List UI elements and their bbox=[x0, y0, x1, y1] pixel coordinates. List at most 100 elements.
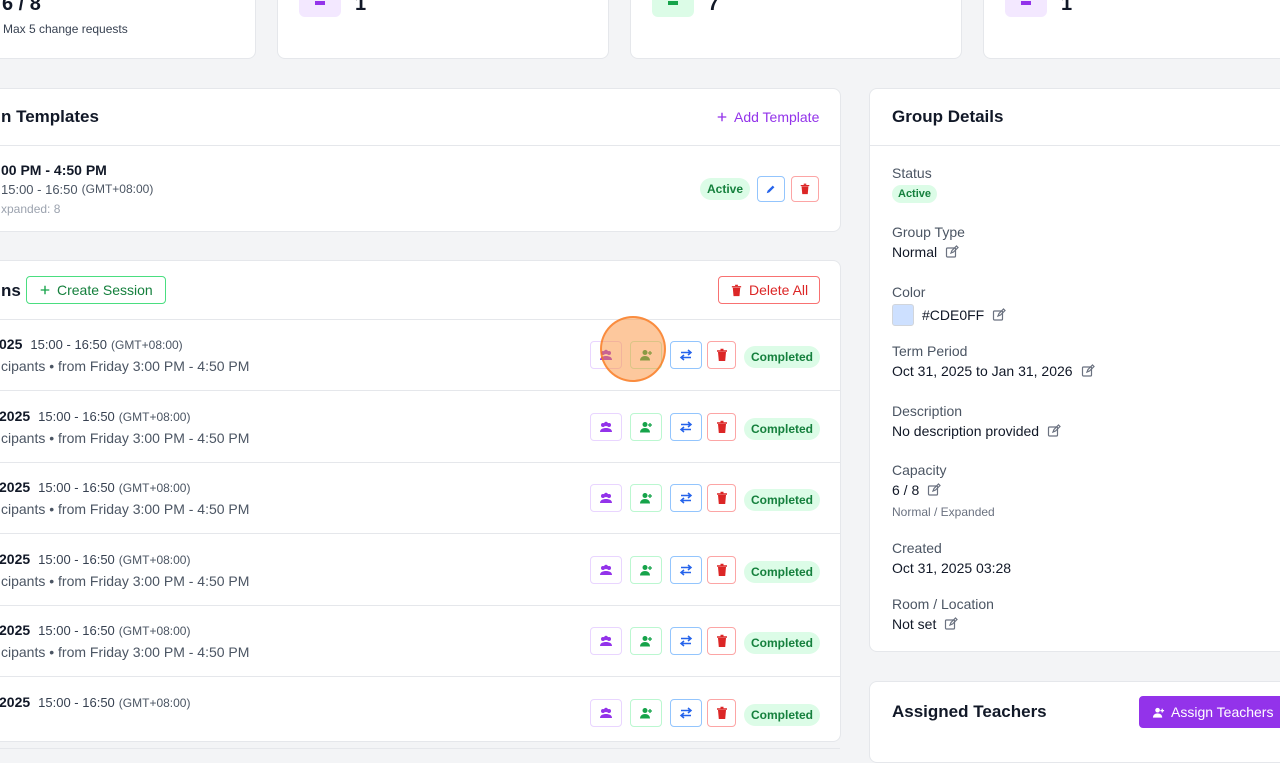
useradd-button[interactable] bbox=[630, 412, 662, 441]
stat-value: 7 bbox=[708, 0, 720, 15]
session-detail: cipants • from Friday 3:00 PM - 4:50 PM bbox=[1, 572, 250, 589]
session-date: 2025 bbox=[0, 622, 31, 639]
trash-icon bbox=[716, 420, 727, 433]
click-highlight bbox=[600, 316, 666, 382]
edit-icon bbox=[946, 245, 959, 258]
session-detail: cipants • from Friday 3:00 PM - 4:50 PM bbox=[1, 501, 250, 518]
trash-button[interactable] bbox=[707, 555, 736, 584]
session-time: 15:00 - 16:50 bbox=[30, 337, 107, 352]
useradd-button[interactable] bbox=[630, 555, 662, 584]
edit-button[interactable] bbox=[945, 245, 959, 259]
swap-button[interactable] bbox=[670, 627, 702, 656]
people-button[interactable] bbox=[590, 555, 622, 584]
template-tz: (GMT+08:00) bbox=[81, 182, 154, 196]
field-value: Oct 31, 2025 to Jan 31, 2026 bbox=[892, 363, 1073, 379]
session-status: Completed bbox=[744, 632, 821, 655]
swap-button[interactable] bbox=[670, 341, 702, 369]
plus-icon bbox=[40, 285, 50, 295]
useradd-button[interactable] bbox=[630, 627, 662, 656]
edit-icon bbox=[928, 483, 942, 496]
field-label: Group Type bbox=[892, 224, 965, 240]
useradd-icon bbox=[640, 421, 652, 433]
session-line: 025 15:00 - 16:50 (GMT+08:00) bbox=[0, 336, 183, 352]
delete-all-button[interactable]: Delete All bbox=[718, 276, 821, 304]
trash-button[interactable] bbox=[707, 484, 736, 513]
useradd-button[interactable] bbox=[630, 699, 662, 727]
trash-button[interactable] bbox=[707, 412, 736, 441]
people-button[interactable] bbox=[590, 699, 622, 727]
people-icon bbox=[600, 707, 612, 718]
template-time: 00 PM - 4:50 PM bbox=[1, 162, 107, 178]
edit-button[interactable] bbox=[944, 617, 959, 631]
delete-all-label: Delete All bbox=[749, 282, 809, 298]
field-value: Normal bbox=[892, 244, 938, 260]
session-date: 2025 bbox=[0, 550, 31, 567]
add-template-button[interactable]: Add Template bbox=[716, 109, 819, 125]
swap-button[interactable] bbox=[670, 484, 702, 513]
session-line: 2025 15:00 - 16:50 (GMT+08:00) bbox=[0, 694, 190, 710]
session-line: 2025 15:00 - 16:50 (GMT+08:00) bbox=[0, 622, 190, 638]
hr bbox=[0, 748, 840, 749]
session-tz: (GMT+08:00) bbox=[110, 338, 183, 352]
session-time: 15:00 - 16:50 bbox=[38, 480, 115, 496]
hr bbox=[870, 145, 1280, 146]
edit-button[interactable] bbox=[927, 483, 942, 497]
field-value: No description provided bbox=[892, 423, 1040, 439]
trash-button[interactable] bbox=[707, 627, 736, 656]
session-detail: cipants • from Friday 3:00 PM - 4:50 PM bbox=[1, 644, 250, 661]
session-time: 15:00 - 16:50 bbox=[38, 408, 115, 424]
edit-template-button[interactable] bbox=[757, 176, 785, 202]
session-tz: (GMT+08:00) bbox=[118, 409, 191, 424]
session-tz: (GMT+08:00) bbox=[118, 696, 191, 710]
templates-title: n Templates bbox=[1, 107, 99, 126]
trash-icon bbox=[716, 706, 727, 719]
delete-template-button[interactable] bbox=[791, 176, 819, 202]
field-value-row: Oct 31, 2025 03:28 bbox=[892, 560, 1011, 576]
edit-button[interactable] bbox=[1081, 364, 1095, 378]
field-value-row: Oct 31, 2025 to Jan 31, 2026 bbox=[892, 363, 1095, 379]
field-value-row: 6 / 8 bbox=[892, 482, 942, 498]
swap-icon bbox=[679, 421, 693, 433]
stat-icon bbox=[1005, 0, 1047, 17]
useradd-button[interactable] bbox=[630, 484, 662, 513]
session-date: 2025 bbox=[0, 407, 31, 424]
stat-card: 6 / 8 Max 5 change requests bbox=[0, 0, 256, 59]
session-status: Completed bbox=[744, 489, 821, 512]
create-session-label: Create Session bbox=[57, 282, 153, 298]
swap-button[interactable] bbox=[670, 555, 702, 584]
session-status: Completed bbox=[744, 560, 821, 583]
assign-teachers-button[interactable]: Assign Teachers bbox=[1139, 696, 1280, 728]
people-button[interactable] bbox=[590, 484, 622, 513]
people-icon bbox=[600, 421, 612, 432]
people-button[interactable] bbox=[590, 412, 622, 441]
create-session-button[interactable]: Create Session bbox=[26, 276, 166, 304]
session-detail: cipants • from Friday 3:00 PM - 4:50 PM bbox=[1, 358, 250, 374]
edit-icon bbox=[945, 617, 959, 630]
trash-button[interactable] bbox=[707, 699, 736, 727]
swap-icon bbox=[679, 707, 693, 719]
session-tz: (GMT+08:00) bbox=[118, 481, 191, 496]
swap-button[interactable] bbox=[670, 412, 702, 441]
swap-icon bbox=[679, 635, 693, 647]
stat-value: 6 / 8 bbox=[2, 0, 41, 15]
edit-button[interactable] bbox=[1047, 424, 1061, 438]
trash-button[interactable] bbox=[707, 341, 736, 369]
stat-note: Max 5 change requests bbox=[3, 22, 128, 36]
session-line: 2025 15:00 - 16:50 (GMT+08:00) bbox=[0, 408, 190, 424]
session-time: 15:00 - 16:50 bbox=[38, 695, 115, 710]
stat-card: 1 bbox=[277, 0, 609, 59]
add-template-label: Add Template bbox=[734, 109, 820, 125]
trash-icon bbox=[716, 491, 727, 505]
edit-button[interactable] bbox=[992, 308, 1007, 322]
stat-icon bbox=[652, 0, 694, 17]
swap-button[interactable] bbox=[670, 699, 702, 727]
useradd-icon bbox=[1152, 707, 1165, 718]
pencil-icon bbox=[766, 185, 775, 194]
session-line: 2025 15:00 - 16:50 (GMT+08:00) bbox=[0, 551, 190, 567]
templates-card: n Templates Add Template 00 PM - 4:50 PM 15… bbox=[0, 88, 841, 232]
sessions-title: ns bbox=[1, 281, 21, 300]
people-button[interactable] bbox=[590, 627, 622, 656]
sessions-card: ns Create Session Delete All 025 15:00 - 16:… bbox=[0, 260, 841, 749]
edit-icon bbox=[1081, 364, 1095, 377]
session-status: Completed bbox=[744, 346, 821, 368]
